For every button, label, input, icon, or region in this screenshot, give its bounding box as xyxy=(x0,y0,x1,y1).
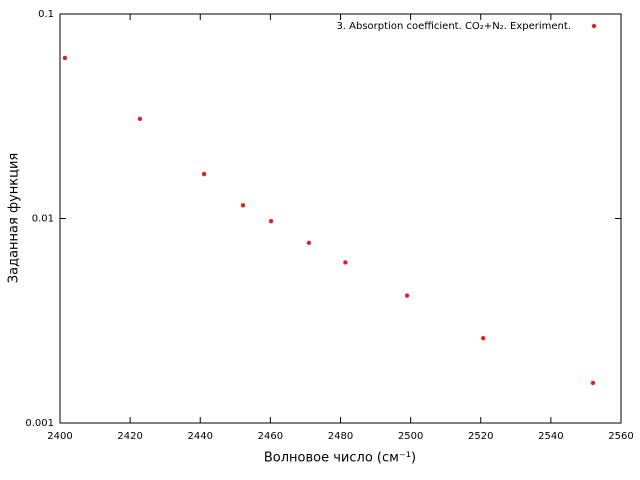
x-tick-label: 2560 xyxy=(608,431,633,442)
x-tick-label: 2420 xyxy=(117,431,142,442)
x-tick-label: 2400 xyxy=(47,431,72,442)
y-tick-label: 0.1 xyxy=(38,9,54,20)
point xyxy=(590,380,596,386)
point xyxy=(62,55,68,61)
point xyxy=(481,335,486,341)
point xyxy=(201,171,207,177)
point xyxy=(306,240,312,246)
plot-frame xyxy=(59,13,622,424)
x-tick-label: 2460 xyxy=(258,431,283,442)
x-tick-label: 2540 xyxy=(538,431,563,442)
y-tick-label: 0.001 xyxy=(25,418,54,429)
x-tick-label: 2480 xyxy=(328,431,353,442)
y-axis-label: Заданная функция xyxy=(7,153,22,283)
x-tick-label: 2440 xyxy=(188,431,213,442)
x-axis-label: Волновое число (см⁻¹) xyxy=(264,451,416,466)
point xyxy=(268,219,274,224)
x-tick-label: 2500 xyxy=(398,431,423,442)
legend-label: 3. Absorption coefficient. CO₂+N₂. Exper… xyxy=(336,21,571,32)
legend-marker xyxy=(591,23,597,29)
point xyxy=(343,260,348,265)
y-tick-label: 0.01 xyxy=(32,214,54,225)
point xyxy=(137,116,143,122)
point xyxy=(240,203,246,208)
point xyxy=(404,293,410,298)
x-tick-label: 2520 xyxy=(468,431,493,442)
